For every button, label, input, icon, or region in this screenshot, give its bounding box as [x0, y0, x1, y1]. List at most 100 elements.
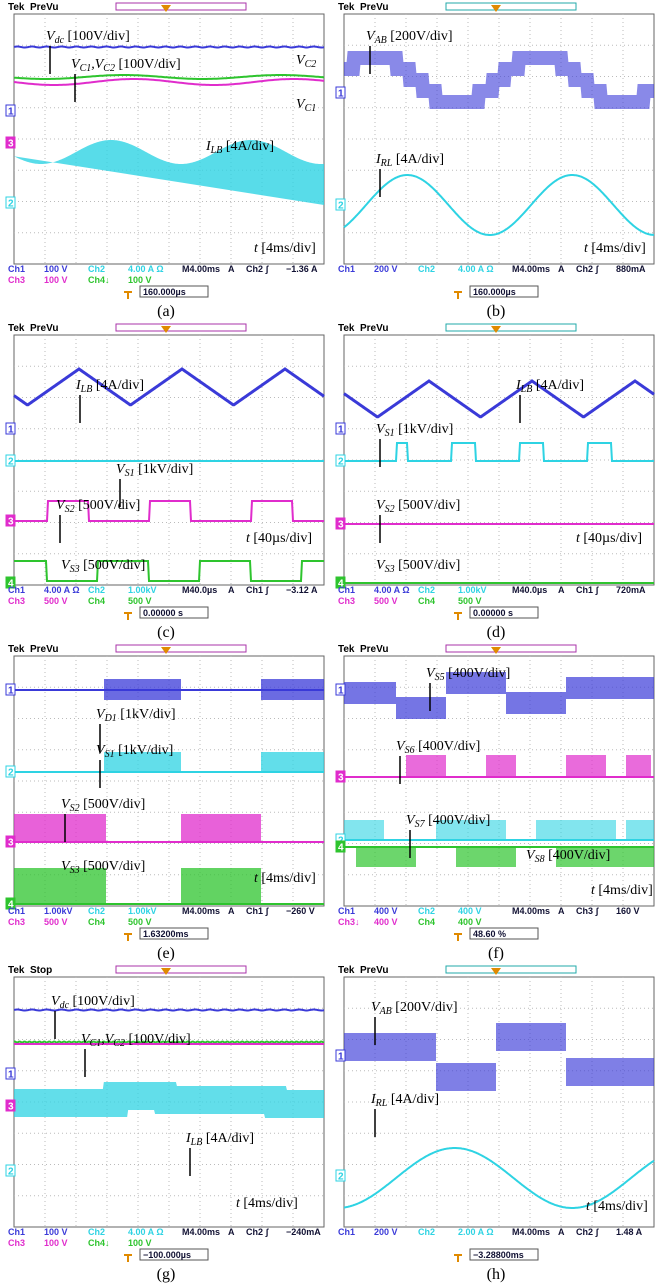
annotation: t [4ms/div] — [236, 1196, 298, 1211]
channel-marker: 1 — [8, 107, 14, 118]
annotation-part: [500V/div] — [80, 859, 146, 874]
scope-panel: TekPreVu1324VS5 [400V/div]VS6 [400V/div]… — [336, 644, 654, 962]
annotation-part: S8 — [535, 854, 545, 865]
caption: (f) — [488, 945, 504, 962]
readout: M40.0µs — [182, 585, 217, 595]
annotation-part: S5 — [435, 672, 445, 683]
waveform-block — [181, 814, 261, 842]
readout: M4.00ms — [182, 264, 220, 274]
readout: Ch1 — [338, 906, 355, 916]
trigger-pos — [491, 5, 501, 12]
annotation-part: S2 — [385, 504, 395, 515]
readout: 200 V — [374, 1227, 398, 1237]
trigger-pos — [491, 647, 501, 654]
annotation: t [4ms/div] — [586, 1199, 648, 1214]
readout: Ch2 — [418, 585, 435, 595]
waveform-block — [566, 755, 606, 777]
readout: 200 V — [374, 264, 398, 274]
readout: M4.00ms — [512, 1227, 550, 1237]
brand: Tek — [338, 2, 355, 13]
annotation: t [40µs/div] — [246, 531, 312, 546]
readout: M4.00ms — [512, 264, 550, 274]
channel-marker: 3 — [8, 838, 14, 849]
brand: Tek — [8, 2, 25, 13]
waveform-block — [626, 755, 651, 777]
waveform-block — [356, 847, 416, 867]
annotation-part: S1 — [385, 428, 395, 439]
readout: Ch2 — [418, 264, 435, 274]
readout: 100 V — [128, 275, 152, 285]
brand: Tek — [338, 965, 355, 976]
readout: A — [558, 585, 565, 595]
channel-marker: 1 — [338, 425, 344, 436]
trigger-icon — [454, 1255, 462, 1262]
readout: Ch1 — [8, 1227, 25, 1237]
waveform-block — [344, 820, 384, 840]
annotation-part: LB — [190, 1137, 203, 1148]
trigger-time: 1.63200ms — [143, 929, 189, 939]
waveform-block — [506, 692, 566, 714]
readout: 1.00kV — [458, 585, 487, 595]
annotation-part: [100V/div] — [115, 57, 181, 72]
annotation-part: C1 — [90, 1038, 102, 1049]
readout: Ch3 — [8, 917, 25, 927]
readout: 4.00 A Ω — [44, 585, 80, 595]
status: PreVu — [360, 644, 389, 655]
readout: Ch1 — [8, 585, 25, 595]
annotation: t [40µs/div] — [576, 531, 642, 546]
annotation-part: S3 — [385, 564, 395, 575]
channel-marker: 1 — [338, 686, 344, 697]
annotation-part: [4ms/div] — [258, 871, 316, 886]
readout: 1.00kV — [128, 906, 157, 916]
trigger-time: −100.000µs — [143, 1250, 191, 1260]
readout: Ch4 — [88, 917, 105, 927]
readout: Ch1 — [338, 264, 355, 274]
channel-marker: 2 — [8, 1167, 14, 1178]
readout: 500 V — [458, 596, 482, 606]
readout: M4.00ms — [182, 906, 220, 916]
annotation-part: [1kV/div] — [135, 462, 194, 477]
annotation-part: [4A/div] — [392, 152, 444, 167]
annotation-part: [1kV/div] — [395, 422, 454, 437]
waveform — [14, 47, 324, 48]
status: PreVu — [360, 323, 389, 334]
trigger-icon — [454, 613, 462, 620]
channel-marker: 2 — [338, 1172, 344, 1183]
status: PreVu — [360, 965, 389, 976]
readout: 4.00 A Ω — [128, 264, 164, 274]
waveform-block — [181, 868, 261, 904]
timebase-bar — [446, 966, 576, 973]
readout: Ch4↓ — [88, 275, 110, 285]
annotation-part: [4A/div] — [532, 378, 584, 393]
waveform-block — [261, 679, 324, 700]
annotation: t [4ms/div] — [584, 241, 646, 256]
trigger-pos — [491, 968, 501, 975]
readout: 4.00 A Ω — [128, 1227, 164, 1237]
readout: 100 V — [128, 1238, 152, 1248]
trigger-icon — [124, 613, 132, 620]
readout: Ch3 — [8, 275, 25, 285]
annotation-part: [4ms/div] — [590, 1199, 648, 1214]
annotation-part: D1 — [104, 713, 117, 724]
readout: Ch4↓ — [88, 1238, 110, 1248]
trigger-time: −3.28800ms — [473, 1250, 524, 1260]
readout: Ch2 — [88, 585, 105, 595]
channel-marker: 1 — [338, 89, 344, 100]
readout: Ch2 ʃ — [576, 1227, 600, 1237]
timebase-bar — [116, 645, 246, 652]
waveform-block — [536, 820, 616, 840]
annotation-part: LB — [210, 145, 223, 156]
annotation-part: [500V/div] — [75, 498, 141, 513]
annotation-part: [4A/div] — [222, 139, 274, 154]
caption: (b) — [487, 303, 506, 320]
brand: Tek — [8, 965, 25, 976]
waveform — [14, 1096, 324, 1104]
readout: A — [558, 1227, 565, 1237]
readout: Ch1 ʃ — [246, 906, 270, 916]
annotation: t [4ms/div] — [254, 241, 316, 256]
annotation-part: [4ms/div] — [595, 883, 653, 898]
channel-marker: 3 — [8, 1102, 14, 1113]
readout: Ch4 — [418, 917, 435, 927]
trigger-pos — [161, 647, 171, 654]
channel-marker: 2 — [8, 457, 14, 468]
